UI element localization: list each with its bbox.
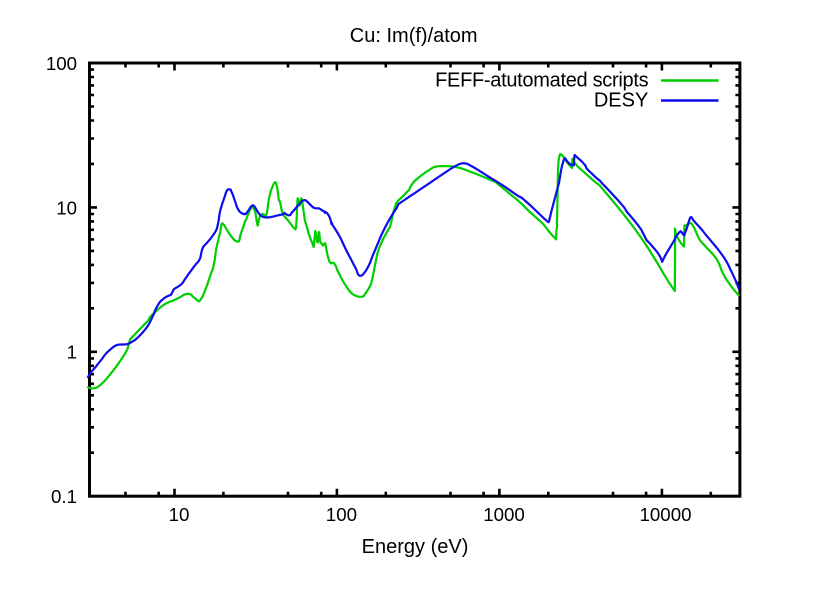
svg-text:10: 10: [169, 504, 190, 525]
svg-text:FEFF-atutomated scripts: FEFF-atutomated scripts: [435, 69, 648, 91]
svg-text:Cu: Im(f)/atom: Cu: Im(f)/atom: [350, 25, 478, 47]
svg-text:10: 10: [56, 197, 77, 218]
svg-text:1: 1: [67, 342, 77, 363]
svg-text:DESY: DESY: [594, 89, 648, 111]
svg-text:100: 100: [46, 53, 77, 74]
svg-text:0.1: 0.1: [51, 486, 77, 507]
svg-text:10000: 10000: [640, 504, 692, 525]
svg-text:1000: 1000: [483, 504, 525, 525]
svg-text:100: 100: [326, 504, 357, 525]
svg-text:Energy (eV): Energy (eV): [362, 536, 469, 558]
